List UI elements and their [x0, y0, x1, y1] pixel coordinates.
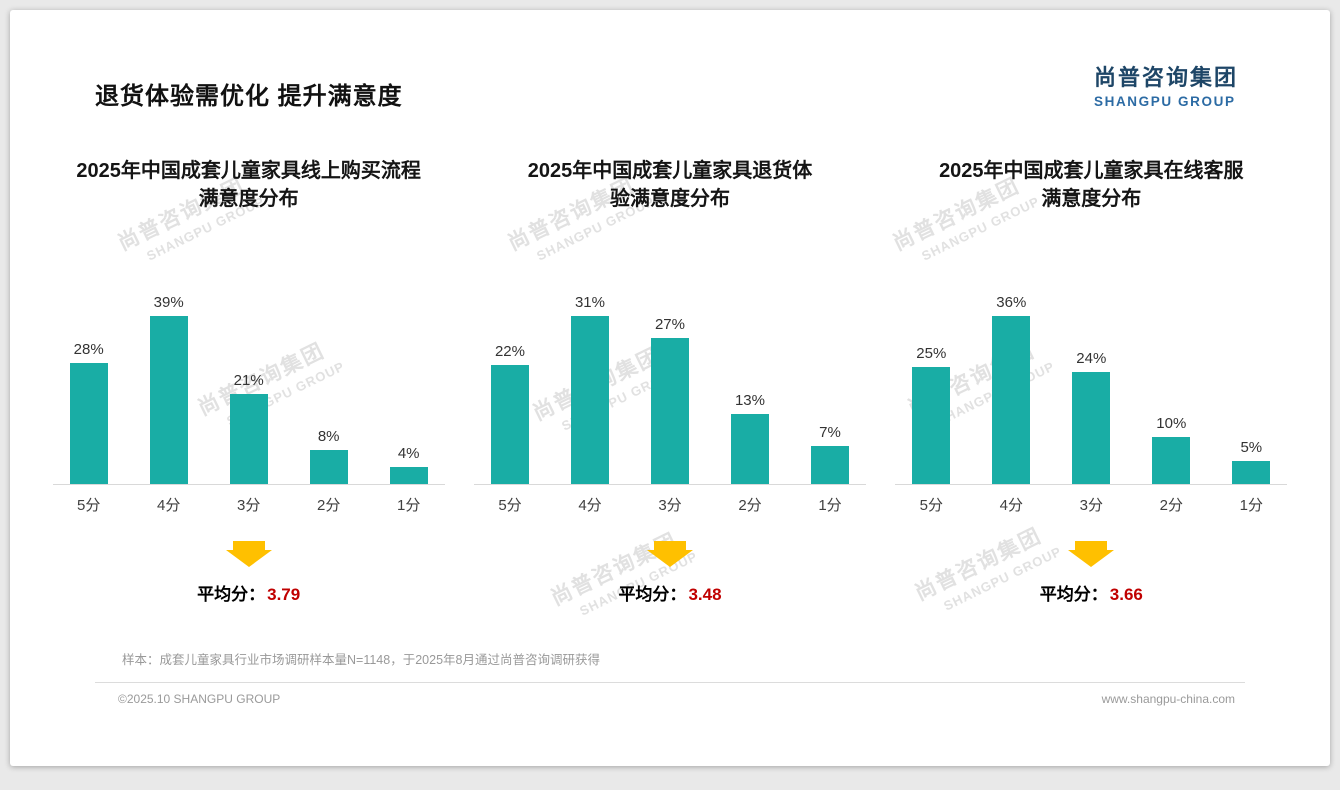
bar: [1232, 461, 1271, 484]
chart-title: 2025年中国成套儿童家具线上购买流程 满意度分布: [76, 160, 421, 210]
chart-column-online-service: 2025年中国成套儿童家具在线客服 满意度分布 25% 36% 24% 10% 5% 5…: [881, 157, 1302, 605]
down-arrow-icon: [646, 541, 693, 568]
bar-value-label: 31%: [574, 294, 605, 311]
sample-note: 样本：成套儿童家具行业市场调研样本量N=1148，于2025年8月通过尚普咨询调…: [122, 653, 600, 667]
bar: [229, 394, 268, 484]
logo-chinese-text: 尚普咨询集团: [1093, 65, 1238, 90]
x-axis: 5分 4分 3分 2分 1分: [53, 494, 445, 515]
x-axis-label: 4分: [156, 497, 181, 514]
bar-value-label: 39%: [153, 294, 184, 311]
bar-group: 25%: [912, 345, 951, 484]
x-axis-label: 2分: [1159, 497, 1183, 514]
bar-value-label: 10%: [1156, 415, 1187, 432]
bar-value-label: 36%: [996, 294, 1027, 311]
bar-chart: 28% 39% 21% 8% 4%: [52, 283, 445, 485]
bar-value-label: 24%: [1076, 350, 1107, 367]
bar: [1072, 372, 1111, 484]
bar: [650, 338, 689, 484]
bar: [69, 363, 108, 484]
bar-value-label: 8%: [317, 428, 340, 445]
bar-group: 24%: [1072, 350, 1111, 484]
bar: [389, 467, 428, 484]
bar-value-label: 13%: [734, 392, 765, 409]
bar-value-label: 5%: [1240, 439, 1263, 456]
copyright-text: ©2025.10 SHANGPU GROUP: [118, 692, 281, 706]
bar: [1152, 437, 1191, 484]
bar: [490, 365, 529, 484]
bar-value-label: 4%: [397, 445, 420, 462]
footer-divider: [95, 682, 1245, 683]
average-score: 平均分： 3.48: [618, 580, 721, 605]
bar-value-label: 22%: [494, 343, 525, 360]
page-title: 退货体验需优化 提升满意度: [95, 83, 403, 110]
bar-group: 13%: [730, 392, 769, 484]
average-value: 3.66: [1109, 585, 1143, 604]
company-logo: 尚普咨询集团 SHANGPU GROUP: [1094, 60, 1238, 109]
down-arrow-icon: [225, 541, 272, 568]
x-axis: 5分 4分 3分 2分 1分: [895, 494, 1287, 515]
bar-value-label: 7%: [819, 424, 841, 441]
average-value: 3.48: [688, 585, 722, 604]
bar-group: 22%: [490, 343, 529, 484]
x-axis-label: 5分: [76, 497, 101, 514]
average-score: 平均分： 3.79: [197, 580, 300, 605]
x-axis-label: 2分: [738, 497, 762, 514]
bar: [992, 316, 1031, 484]
x-axis-label: 1分: [818, 497, 842, 514]
logo-english-text: SHANGPU GROUP: [1093, 94, 1236, 109]
chart-column-purchase-process: 2025年中国成套儿童家具线上购买流程 满意度分布 28% 39% 21% 8% 4% …: [38, 157, 459, 605]
x-axis-label: 3分: [1079, 497, 1103, 514]
bar-group: 21%: [229, 372, 268, 484]
bar-chart: 25% 36% 24% 10% 5%: [895, 283, 1288, 485]
bar: [810, 446, 849, 484]
average-label: 平均分：: [197, 585, 266, 604]
bar-value-label: 21%: [233, 372, 264, 389]
x-axis-label: 5分: [919, 497, 943, 514]
bar: [912, 367, 951, 484]
bar-value-label: 27%: [654, 316, 685, 333]
bar-group: 4%: [389, 445, 428, 484]
charts-row: 2025年中国成套儿童家具线上购买流程 满意度分布 28% 39% 21% 8% 4% …: [10, 157, 1330, 605]
footer: ©2025.10 SHANGPU GROUP www.shangpu-china…: [10, 683, 1330, 706]
bar-group: 28%: [69, 341, 108, 484]
slide-card: 尚普咨询集团 SHANGPU GROUP 尚普咨询集团 SHANGPU GROUP …: [10, 10, 1330, 766]
bar-group: 31%: [570, 294, 609, 484]
bar-group: 5%: [1232, 439, 1271, 484]
header: 退货体验需优化 提升满意度 尚普咨询集团 SHANGPU GROUP: [10, 10, 1330, 111]
website-text: www.shangpu-china.com: [1101, 692, 1235, 706]
chart-title: 2025年中国成套儿童家具在线客服 满意度分布: [939, 160, 1244, 210]
bar-group: 7%: [810, 424, 849, 484]
down-arrow-icon: [1068, 541, 1115, 568]
x-axis-label: 3分: [658, 497, 682, 514]
bar-group: 39%: [149, 294, 188, 484]
bar-group: 8%: [309, 428, 348, 484]
bar: [570, 316, 609, 484]
bar: [309, 450, 348, 484]
x-axis-label: 5分: [498, 497, 522, 514]
average-value: 3.79: [267, 585, 301, 604]
x-axis-label: 4分: [578, 497, 602, 514]
x-axis-label: 3分: [236, 497, 261, 514]
x-axis-label: 2分: [316, 497, 341, 514]
bar-value-label: 25%: [916, 345, 947, 362]
bar-group: 36%: [992, 294, 1031, 484]
x-axis-label: 1分: [396, 497, 421, 514]
bar-chart: 22% 31% 27% 13% 7%: [473, 283, 866, 485]
x-axis: 5分 4分 3分 2分 1分: [474, 494, 866, 515]
bar-group: 10%: [1152, 415, 1191, 484]
chart-column-return-experience: 2025年中国成套儿童家具退货体 验满意度分布 22% 31% 27% 13% 7% 5…: [459, 157, 880, 605]
average-label: 平均分：: [618, 585, 687, 604]
x-axis-label: 1分: [1239, 497, 1263, 514]
average-score: 平均分： 3.66: [1040, 580, 1143, 605]
bar-group: 27%: [650, 316, 689, 484]
bar: [730, 414, 769, 484]
chart-title: 2025年中国成套儿童家具退货体 验满意度分布: [527, 160, 813, 210]
bar: [149, 316, 188, 484]
x-axis-label: 4分: [999, 497, 1023, 514]
bar-value-label: 28%: [73, 341, 104, 358]
average-label: 平均分：: [1039, 585, 1108, 604]
